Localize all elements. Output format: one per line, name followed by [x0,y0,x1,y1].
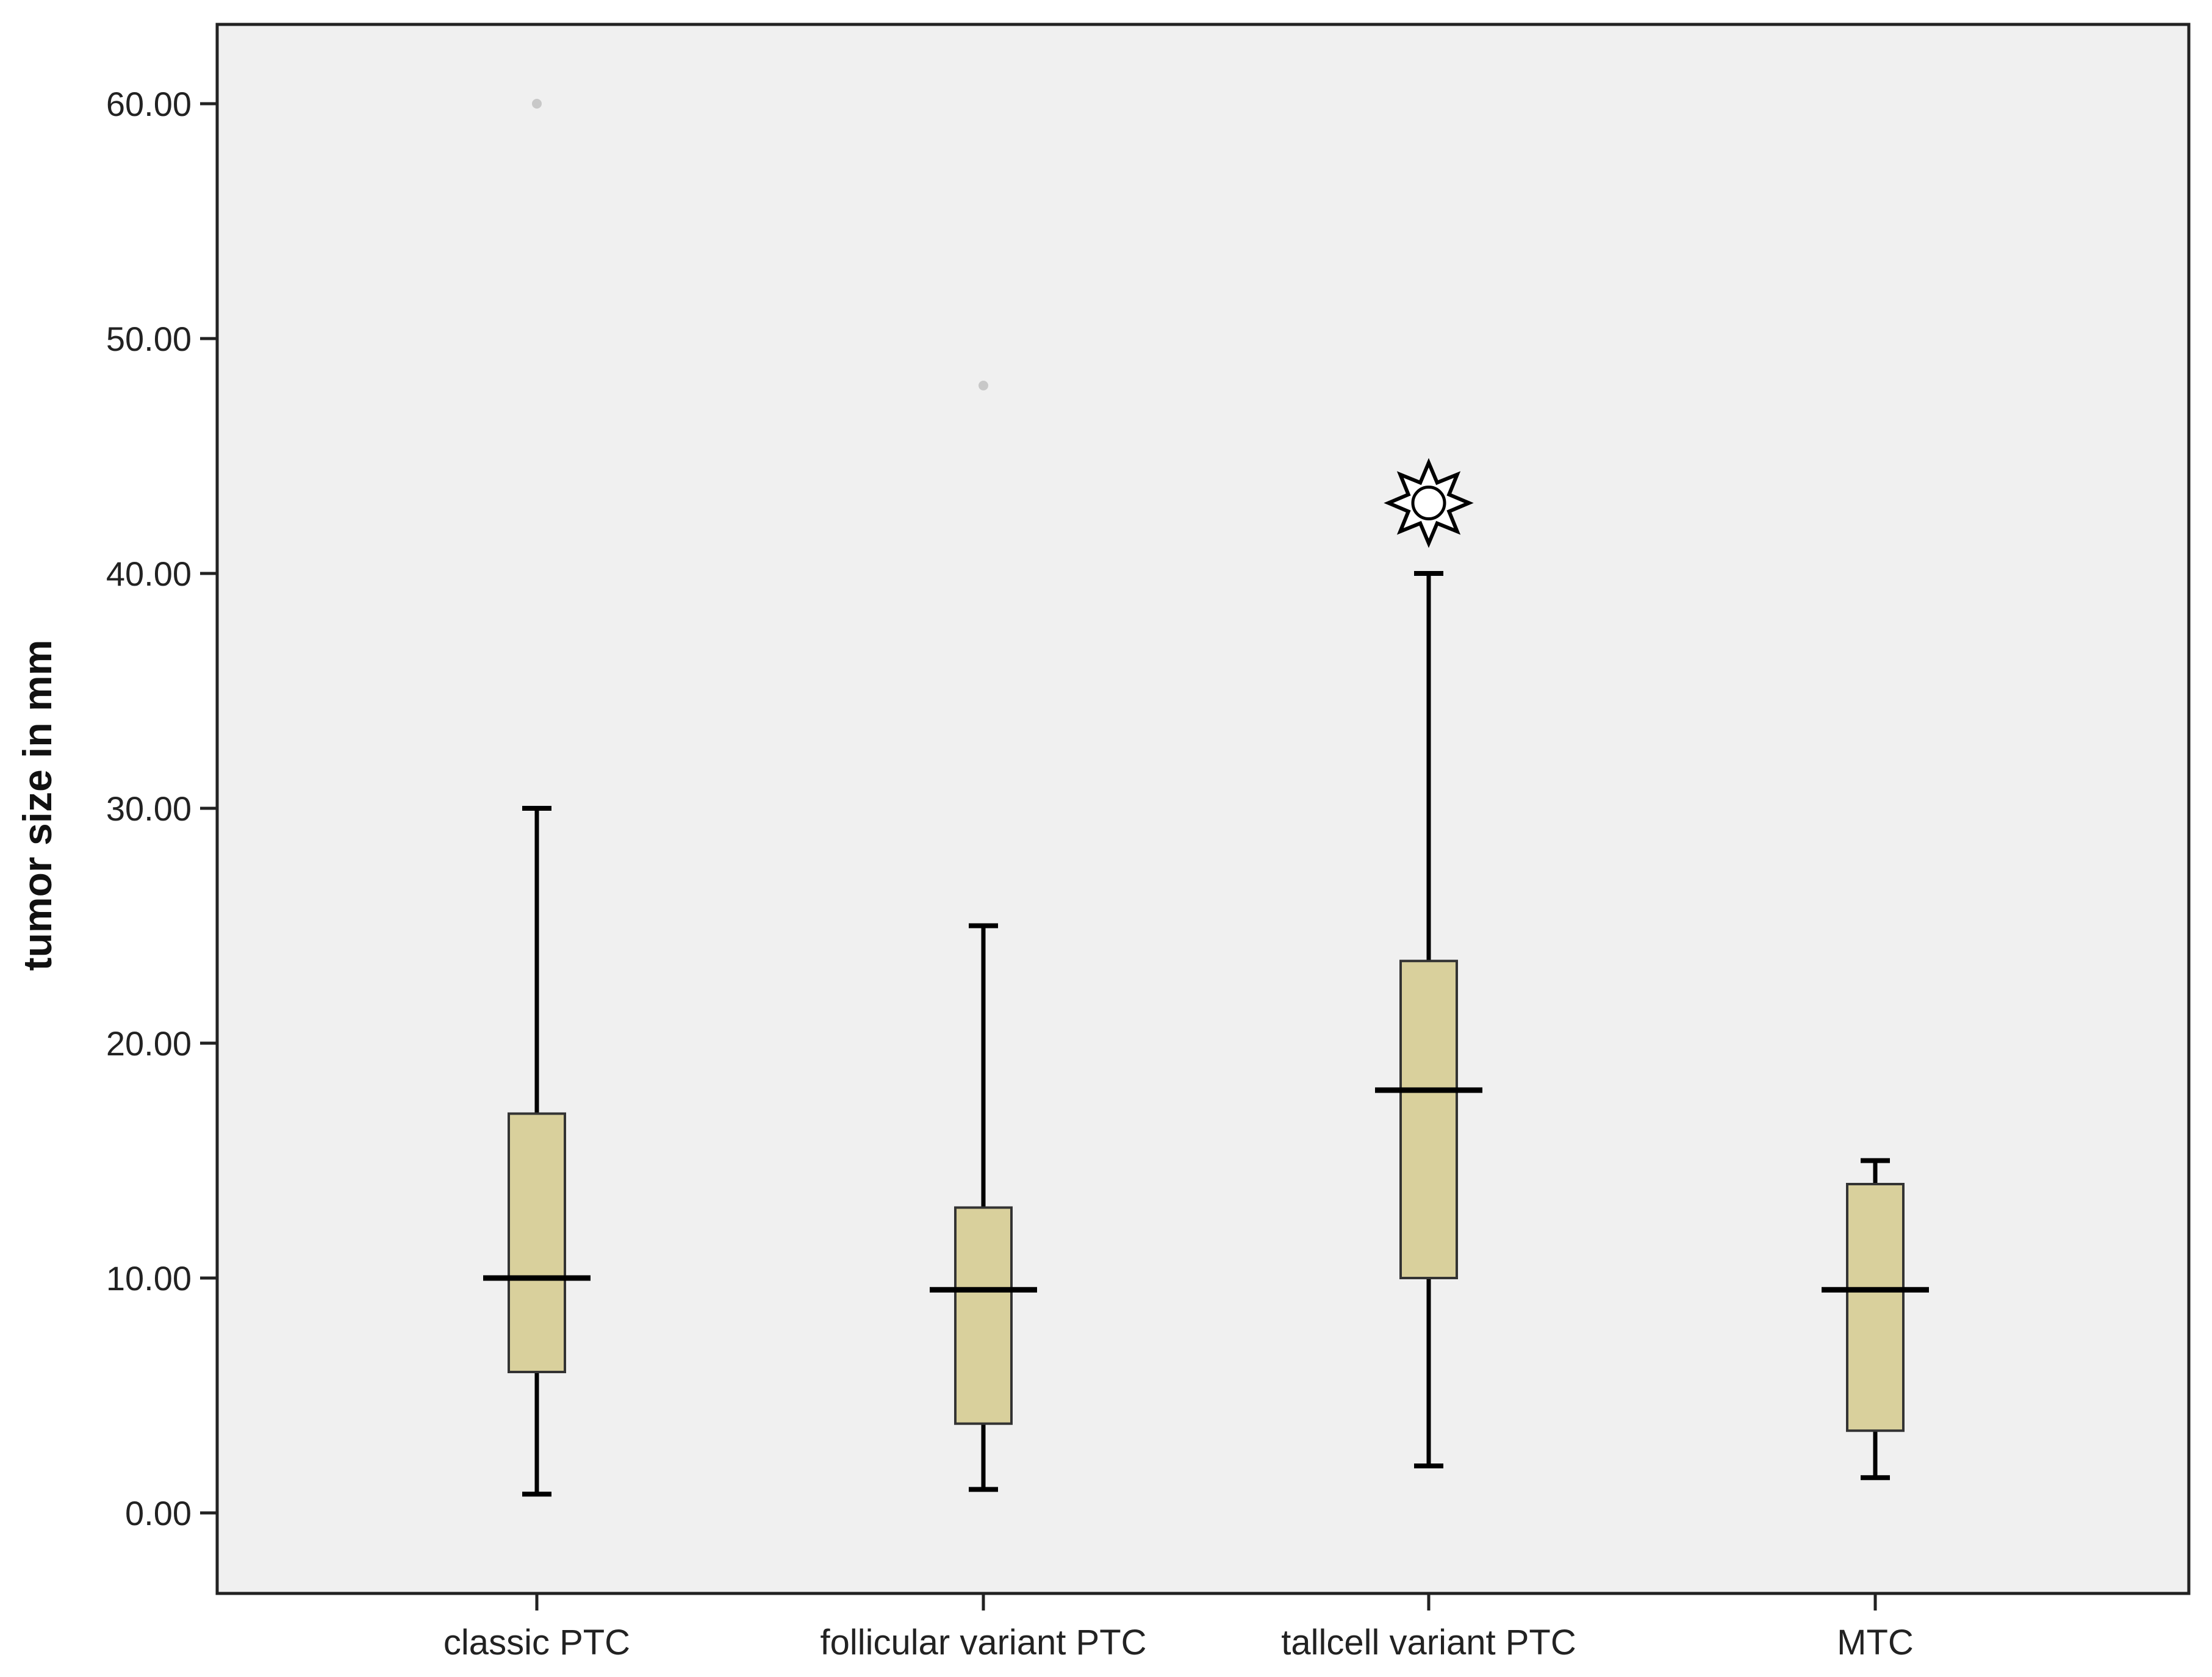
y-tick-label: 50.00 [106,320,192,358]
extreme-dot-marker [979,381,988,390]
iqr-box [1846,1183,1905,1432]
iqr-box [508,1112,566,1373]
y-axis-title: tumor size in mm [15,640,60,971]
box-follicular-variant-ptc [930,923,1037,1492]
boxes [483,99,1929,1497]
star-center [1411,486,1446,520]
box-mtc [1822,1158,1929,1481]
box-tallcell-variant-ptc [1375,571,1482,1468]
y-tick-label: 40.00 [106,555,192,593]
x-axis: classic PTC follicular variant PTC tallcel… [443,1593,1914,1662]
iqr-box [1399,960,1458,1279]
x-tick-label: tallcell variant PTC [1281,1623,1576,1662]
extreme-star-marker [1384,458,1474,548]
y-tick-label: 0.00 [125,1494,192,1532]
y-tick-label: 10.00 [106,1259,192,1298]
iqr-box [954,1206,1013,1425]
y-tick-label: 60.00 [106,85,192,123]
y-axis: 0.00 10.00 20.00 30.00 40.00 50.00 60.00 [106,85,217,1532]
y-tick-label: 30.00 [106,789,192,828]
x-tick-label: MTC [1837,1623,1914,1662]
x-tick-label: follicular variant PTC [820,1623,1146,1662]
x-tick-label: classic PTC [443,1623,630,1662]
box-classic-ptc [483,806,591,1497]
extreme-dot-marker [532,99,542,109]
y-tick-label: 20.00 [106,1024,192,1063]
